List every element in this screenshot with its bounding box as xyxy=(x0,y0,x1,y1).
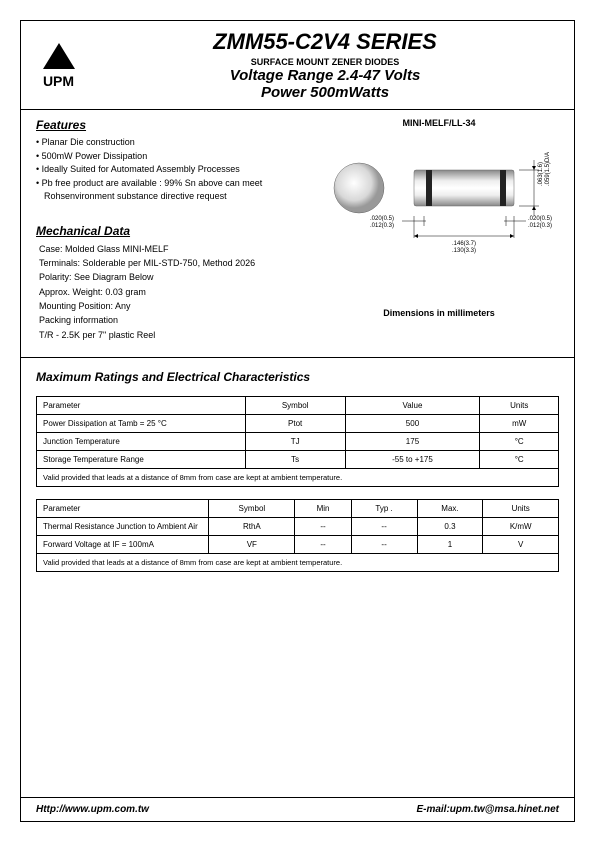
ratings-title: Maximum Ratings and Electrical Character… xyxy=(36,370,559,384)
td: -55 to +175 xyxy=(345,451,480,469)
th: Symbol xyxy=(209,500,295,518)
td: Ptot xyxy=(245,415,345,433)
td: VF xyxy=(209,536,295,554)
footer-url: Http://www.upm.com.tw xyxy=(36,804,416,815)
mech-item: Polarity: See Diagram Below xyxy=(39,270,319,284)
mech-item: Packing information xyxy=(39,313,319,327)
header: UPM ZMM55-C2V4 SERIES SURFACE MOUNT ZENE… xyxy=(21,21,574,110)
td: 500 xyxy=(345,415,480,433)
voltage-range: Voltage Range 2.4-47 Volts xyxy=(86,67,564,84)
logo-text: UPM xyxy=(31,73,86,89)
td: V xyxy=(483,536,559,554)
td: Thermal Resistance Junction to Ambient A… xyxy=(37,518,209,536)
mech-item: T/R - 2.5K per 7" plastic Reel xyxy=(39,328,319,342)
left-column: Features Planar Die construction 500mW P… xyxy=(36,118,319,342)
th: Typ . xyxy=(351,500,417,518)
td: Storage Temperature Range xyxy=(37,451,246,469)
feature-indent: Rohsenvironment substance directive requ… xyxy=(44,190,319,204)
logo: UPM xyxy=(31,41,86,89)
title-block: ZMM55-C2V4 SERIES SURFACE MOUNT ZENER DI… xyxy=(86,29,564,101)
logo-icon xyxy=(39,41,79,73)
td: °C xyxy=(480,451,559,469)
th: Value xyxy=(345,397,480,415)
feature-item: Planar Die construction xyxy=(36,136,319,150)
dim-label: .059(1.5)D/A xyxy=(545,152,551,186)
ratings-table-1: Parameter Symbol Value Units Power Dissi… xyxy=(36,396,559,487)
feature-item: 500mW Power Dissipation xyxy=(36,150,319,164)
th: Symbol xyxy=(245,397,345,415)
td: TJ xyxy=(245,433,345,451)
dim-label: .020(0.5) xyxy=(370,216,394,222)
page-border: UPM ZMM55-C2V4 SERIES SURFACE MOUNT ZENE… xyxy=(20,20,575,822)
ratings-section: Maximum Ratings and Electrical Character… xyxy=(21,358,574,584)
mech-item: Terminals: Solderable per MIL-STD-750, M… xyxy=(39,256,319,270)
td: 0.3 xyxy=(417,518,483,536)
td: 1 xyxy=(417,536,483,554)
td: 175 xyxy=(345,433,480,451)
td: -- xyxy=(295,518,351,536)
subtitle: SURFACE MOUNT ZENER DIODES xyxy=(86,57,564,67)
td: RthA xyxy=(209,518,295,536)
mech-item: Mounting Position: Any xyxy=(39,299,319,313)
table-note: Valid provided that leads at a distance … xyxy=(37,554,559,572)
mechanical-title: Mechanical Data xyxy=(36,224,319,238)
mech-item: Case: Molded Glass MINI-MELF xyxy=(39,242,319,256)
dimensions-note: Dimensions in millimeters xyxy=(319,308,559,318)
mech-item: Approx. Weight: 0.03 gram xyxy=(39,285,319,299)
feature-item: Pb free product are available : 99% Sn a… xyxy=(36,177,319,191)
td: Ts xyxy=(245,451,345,469)
right-column: MINI-MELF/LL-34 xyxy=(319,118,559,342)
th: Max. xyxy=(417,500,483,518)
th: Parameter xyxy=(37,500,209,518)
footer: Http://www.upm.com.tw E-mail:upm.tw@msa.… xyxy=(21,797,574,821)
th: Units xyxy=(483,500,559,518)
features-title: Features xyxy=(36,118,319,132)
td: °C xyxy=(480,433,559,451)
th: Parameter xyxy=(37,397,246,415)
footer-email: E-mail:upm.tw@msa.hinet.net xyxy=(416,804,559,815)
package-label: MINI-MELF/LL-34 xyxy=(319,118,559,128)
td: -- xyxy=(351,518,417,536)
td: Junction Temperature xyxy=(37,433,246,451)
th: Units xyxy=(480,397,559,415)
th: Min xyxy=(295,500,351,518)
ratings-table-2: Parameter Symbol Min Typ . Max. Units Th… xyxy=(36,499,559,572)
power-rating: Power 500mWatts xyxy=(86,84,564,101)
table-note: Valid provided that leads at a distance … xyxy=(37,469,559,487)
dim-label: .130(3.3) xyxy=(452,248,476,254)
series-title: ZMM55-C2V4 SERIES xyxy=(86,29,564,55)
feature-item: Ideally Suited for Automated Assembly Pr… xyxy=(36,163,319,177)
mechanical-block: Mechanical Data Case: Molded Glass MINI-… xyxy=(36,224,319,343)
dim-label: .063(1.6) xyxy=(538,162,544,186)
dim-label: .020(0.5) xyxy=(528,216,552,222)
td: Power Dissipation at Tamb = 25 °C xyxy=(37,415,246,433)
dim-label: .146(3.7) xyxy=(452,241,476,247)
td: -- xyxy=(351,536,417,554)
td: K/mW xyxy=(483,518,559,536)
td: mW xyxy=(480,415,559,433)
dim-label: .012(0.3) xyxy=(370,223,394,229)
td: -- xyxy=(295,536,351,554)
dim-label: .012(0.3) xyxy=(528,223,552,229)
mid-section: Features Planar Die construction 500mW P… xyxy=(21,110,574,358)
td: Forward Voltage at IF = 100mA xyxy=(37,536,209,554)
package-drawing: .020(0.5) .012(0.3) .020(0.5) .012(0.3) … xyxy=(324,138,554,278)
